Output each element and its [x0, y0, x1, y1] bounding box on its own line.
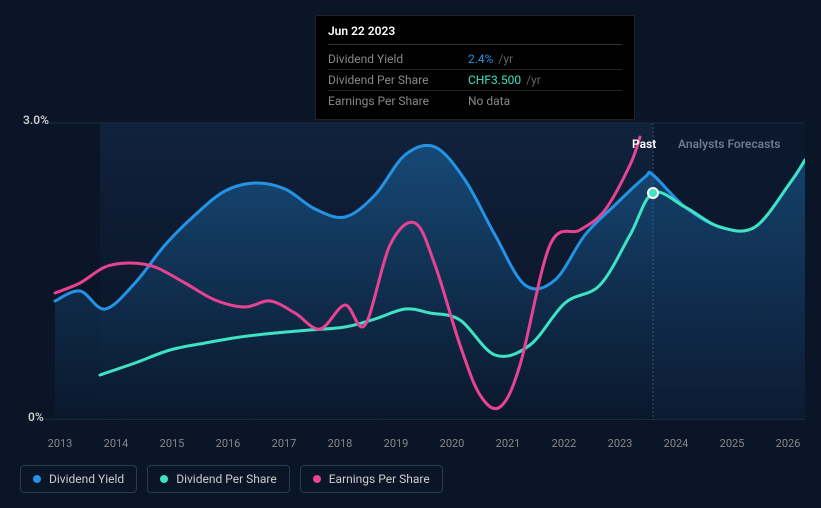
- tooltip-row-unit: /yr: [523, 73, 541, 87]
- x-axis-year-label: 2016: [216, 437, 241, 450]
- tooltip-row-value: CHF3.500 /yr: [468, 73, 541, 87]
- legend-item-earnings-per-share[interactable]: Earnings Per Share: [300, 465, 443, 493]
- legend-item-dividend-per-share[interactable]: Dividend Per Share: [147, 465, 290, 493]
- legend-item-dividend-yield[interactable]: Dividend Yield: [20, 465, 137, 493]
- tooltip-row-label: Dividend Per Share: [328, 73, 468, 87]
- tooltip-date: Jun 22 2023: [328, 24, 622, 45]
- x-axis-year-label: 2024: [664, 437, 689, 450]
- chart-area: 3.0% 0% 20132014201520162017201820192020…: [20, 105, 805, 435]
- x-axis-year-label: 2020: [440, 437, 465, 450]
- x-axis-year-label: 2017: [272, 437, 297, 450]
- hover-marker: [648, 188, 658, 198]
- x-axis-year-label: 2014: [104, 437, 129, 450]
- tooltip-row-unit: /yr: [495, 52, 513, 66]
- x-axis-year-label: 2026: [776, 437, 801, 450]
- legend-label: Earnings Per Share: [329, 472, 430, 486]
- x-axis-year-label: 2023: [608, 437, 633, 450]
- legend-dot-icon: [160, 475, 168, 483]
- line-chart[interactable]: [20, 105, 805, 420]
- tooltip-row: Dividend Yield2.4% /yr: [328, 49, 622, 70]
- legend-dot-icon: [33, 475, 41, 483]
- chart-legend: Dividend Yield Dividend Per Share Earnings…: [20, 465, 443, 493]
- x-axis-year-label: 2015: [160, 437, 185, 450]
- past-region-label: Past: [632, 137, 656, 151]
- tooltip-row: Dividend Per ShareCHF3.500 /yr: [328, 70, 622, 91]
- legend-dot-icon: [313, 475, 321, 483]
- tooltip-row-label: Earnings Per Share: [328, 94, 468, 108]
- x-axis-year-label: 2025: [720, 437, 745, 450]
- tooltip-row-value: No data: [468, 94, 510, 108]
- tooltip-row: Earnings Per ShareNo data: [328, 91, 622, 111]
- x-axis-year-label: 2022: [552, 437, 577, 450]
- legend-label: Dividend Per Share: [176, 472, 277, 486]
- y-axis-max-label: 3.0%: [23, 113, 49, 127]
- x-axis-year-label: 2018: [328, 437, 353, 450]
- tooltip-row-value: 2.4% /yr: [468, 52, 513, 66]
- y-axis-min-label: 0%: [28, 410, 44, 424]
- tooltip-row-label: Dividend Yield: [328, 52, 468, 66]
- x-axis-year-label: 2021: [496, 437, 521, 450]
- x-axis-year-label: 2013: [48, 437, 73, 450]
- forecast-region-label: Analysts Forecasts: [678, 137, 780, 151]
- x-axis-year-label: 2019: [384, 437, 409, 450]
- x-axis-labels: 2013 2014 2015 2016 2017 2018 2019 2020 2021 2022…: [20, 437, 805, 457]
- legend-label: Dividend Yield: [49, 472, 124, 486]
- chart-tooltip: Jun 22 2023 Dividend Yield2.4% /yrDivide…: [315, 15, 635, 120]
